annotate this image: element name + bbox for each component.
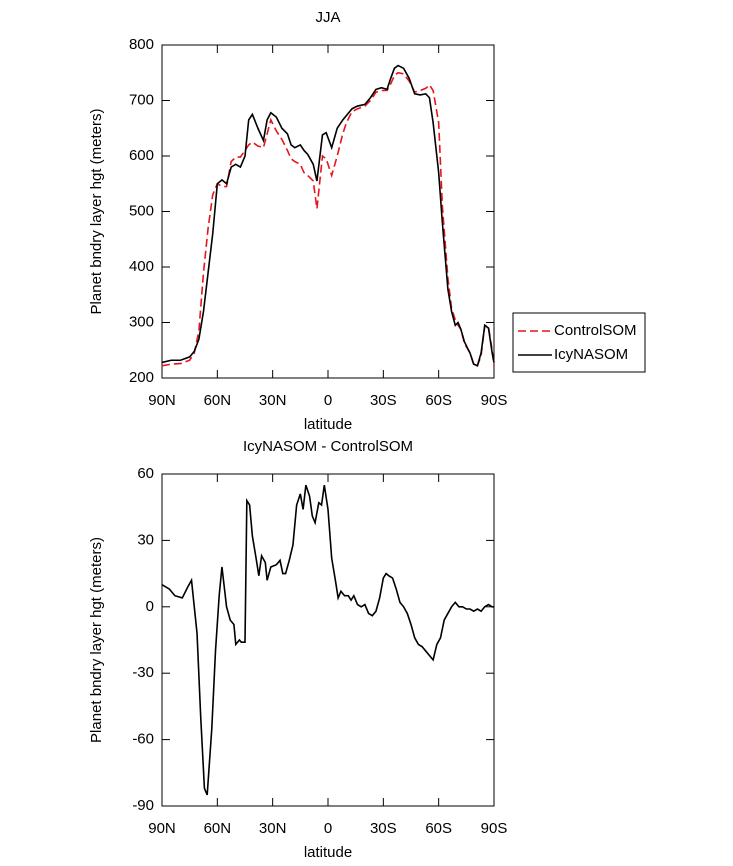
x-tick-label: 90N	[148, 392, 176, 409]
legend-box	[512, 312, 646, 373]
x-tick-label: 30S	[370, 392, 397, 409]
data-line	[161, 484, 494, 796]
plot-frame	[161, 473, 495, 807]
x-axis-label: latitude	[304, 844, 352, 861]
x-tick-label: 90S	[481, 820, 508, 837]
y-axis-label: Planet bndry layer hgt (meters)	[88, 537, 105, 743]
legend-label: IcyNASOM	[554, 346, 628, 363]
y-tick-label: -30	[132, 664, 154, 681]
x-tick-label: 0	[324, 392, 332, 409]
y-tick-label: 800	[129, 36, 154, 53]
y-tick-label: 700	[129, 91, 154, 108]
x-tick-label: 30N	[259, 392, 287, 409]
x-tick-label: 30S	[370, 820, 397, 837]
x-tick-label: 0	[324, 820, 332, 837]
y-tick-label: 200	[129, 369, 154, 386]
chart-title: IcyNASOM - ControlSOM	[243, 438, 413, 455]
x-tick-label: 90S	[481, 392, 508, 409]
y-tick-label: 400	[129, 258, 154, 275]
y-tick-label: 500	[129, 202, 154, 219]
y-tick-label: 30	[137, 531, 154, 548]
y-axis-label: Planet bndry layer hgt (meters)	[88, 109, 105, 315]
y-tick-label: 0	[146, 598, 154, 615]
x-axis-label: latitude	[304, 416, 352, 433]
x-tick-label: 90N	[148, 820, 176, 837]
y-tick-label: 60	[137, 465, 154, 482]
legend-label: ControlSOM	[554, 322, 637, 339]
chart-title: JJA	[315, 9, 340, 26]
y-tick-label: -60	[132, 731, 154, 748]
y-tick-label: 600	[129, 147, 154, 164]
y-tick-label: 300	[129, 313, 154, 330]
x-tick-label: 60S	[425, 392, 452, 409]
x-tick-label: 60N	[204, 392, 232, 409]
x-tick-label: 60S	[425, 820, 452, 837]
x-tick-label: 60N	[204, 820, 232, 837]
data-line	[161, 64, 495, 367]
x-tick-label: 30N	[259, 820, 287, 837]
plot-frame	[161, 44, 495, 379]
y-tick-label: -90	[132, 797, 154, 814]
data-line	[161, 71, 495, 367]
